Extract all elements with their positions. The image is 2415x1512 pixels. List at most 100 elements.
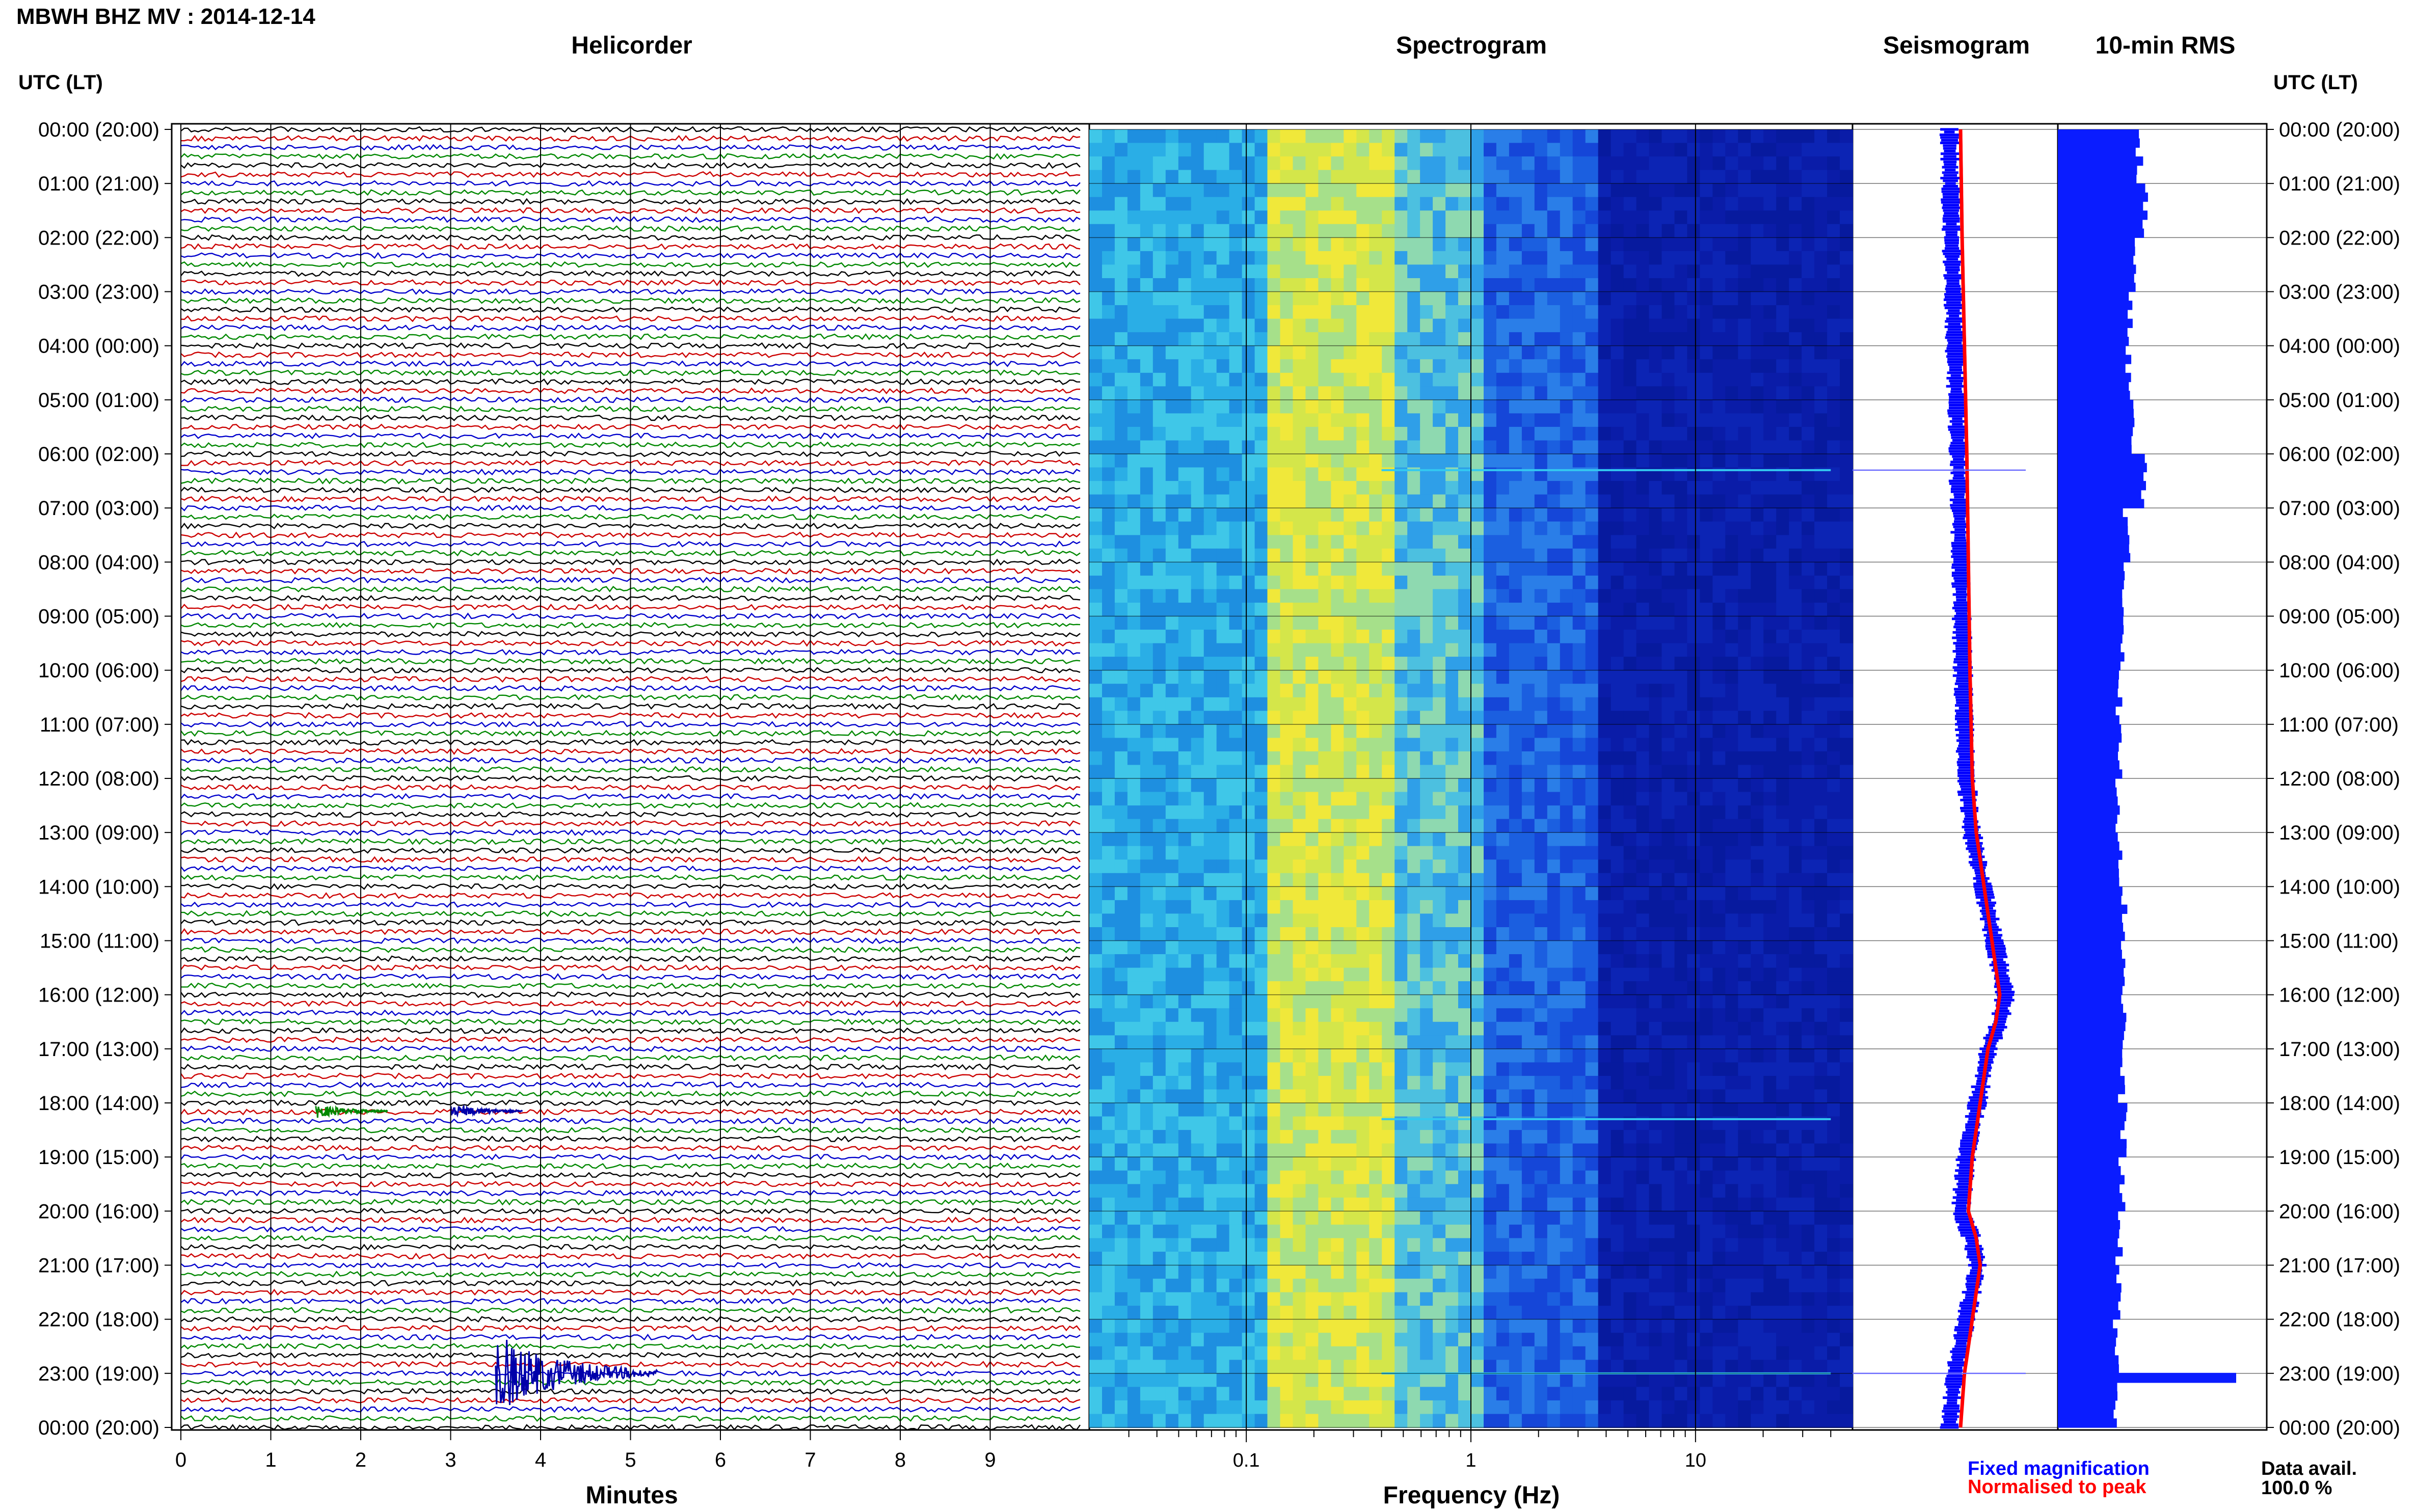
rms-bar [2058,508,2123,517]
rms-bar [2058,454,2145,463]
helicorder-event-2 [496,1340,658,1405]
data-avail-value: 100.0 % [2261,1477,2332,1499]
rms-bar [2058,1184,2119,1193]
spectrogram-tick-label: 0.1 [1233,1450,1260,1471]
rms-bar [2058,941,2121,950]
left-time-label: 10:00 (06:00) [38,660,159,682]
rms-bar [2058,761,2119,770]
right-time-label: 05:00 (01:00) [2279,389,2400,412]
rms-bar [2058,824,2115,833]
rms-bar [2058,147,2136,156]
right-time-label: 09:00 (05:00) [2279,606,2400,628]
rms-bar [2058,1067,2121,1076]
rms-bar [2058,1410,2114,1419]
helicorder-title: Helicorder [571,32,692,60]
rms-bar [2058,1013,2126,1022]
right-time-label: 13:00 (09:00) [2279,822,2400,844]
rms-bar [2058,1400,2115,1410]
left-time-label: 11:00 (07:00) [40,714,159,736]
rms-bar [2058,778,2115,788]
rms-bar [2058,544,2129,553]
right-time-label: 01:00 (21:00) [2279,173,2400,195]
rms-bar [2058,1418,2117,1427]
rms-bar [2058,156,2143,166]
rms-bar [2058,183,2145,193]
rms-bar [2058,1049,2122,1058]
rms-bar [2058,1085,2125,1094]
rms-bar [2058,463,2147,472]
rms-bar [2058,1229,2119,1238]
helicorder-tick-label: 4 [535,1449,546,1471]
rms-bar [2058,129,2139,139]
right-time-label: 12:00 (08:00) [2279,768,2400,790]
rms-bar [2058,724,2121,734]
rms-bar [2058,490,2141,499]
rms-bar [2058,932,2125,941]
data-avail-label: Data avail. [2261,1458,2357,1480]
left-time-label: 09:00 (05:00) [38,606,159,628]
rms-bar [2058,643,2121,653]
rms-bar [2058,1328,2117,1337]
right-time-label: 04:00 (00:00) [2279,335,2400,358]
rms-bar [2058,950,2122,959]
rms-bar [2058,878,2119,887]
rms-bar [2058,1220,2120,1229]
left-time-label: 08:00 (04:00) [38,551,159,574]
helicorder-tick-label: 9 [984,1449,996,1471]
left-time-label: 06:00 (02:00) [38,443,159,466]
legend-normalised-to-peak: Normalised to peak [1968,1476,2146,1498]
rms-bar [2058,292,2129,301]
right-time-label: 08:00 (04:00) [2279,551,2400,574]
right-time-label: 06:00 (02:00) [2279,443,2400,466]
right-time-label: 03:00 (23:00) [2279,281,2400,304]
rms-bar [2058,968,2124,977]
left-time-label: 12:00 (08:00) [38,768,159,790]
rms-bar [2058,1238,2118,1247]
right-time-label: 02:00 (22:00) [2279,227,2400,249]
spectrogram-title: Spectrogram [1396,32,1547,60]
left-time-label: 17:00 (13:00) [38,1038,159,1061]
rms-bar [2058,697,2123,707]
rms-bar [2058,445,2132,454]
left-time-label: 05:00 (01:00) [38,389,159,412]
rms-bar [2058,688,2118,697]
rms-bar [2058,1256,2115,1265]
rms-bar [2058,1337,2116,1346]
rms-bar [2058,237,2135,247]
right-time-label: 10:00 (06:00) [2279,660,2400,682]
rms-bar [2058,616,2123,626]
rms-bar [2058,1040,2123,1049]
rms-bar [2058,913,2122,923]
right-time-label: 00:00 (20:00) [2279,1417,2400,1439]
rms-bar [2058,1247,2123,1256]
left-time-label: 07:00 (03:00) [38,497,159,520]
right-time-label: 07:00 (03:00) [2279,497,2400,520]
rms-bar [2058,1346,2115,1356]
rms-bar [2058,274,2134,283]
rms-bar [2058,427,2133,436]
rms-bar [2058,175,2136,184]
rms-bar [2058,391,2130,400]
rms-bar [2058,571,2125,580]
left-time-label: 03:00 (23:00) [38,281,159,304]
rms-bar [2058,851,2123,860]
rms-bar [2058,805,2120,815]
rms-bar [2058,409,2134,418]
rms-bar [2058,1355,2118,1364]
rms-bar [2058,1148,2127,1157]
right-time-label: 18:00 (14:00) [2279,1092,2400,1115]
rms-bar [2058,301,2132,310]
rms-bar [2058,499,2144,508]
rms-bar [2058,139,2140,148]
rms-bar [2058,310,2128,319]
rms-bar [2058,1139,2127,1148]
right-time-label: 16:00 (12:00) [2279,984,2400,1007]
rms-title: 10-min RMS [2096,32,2236,60]
left-time-label: 14:00 (10:00) [38,876,159,898]
rms-bar [2058,986,2123,995]
left-time-label: 19:00 (15:00) [38,1146,159,1169]
rms-bar [2058,400,2133,409]
rms-bar [2058,418,2134,427]
left-time-label: 22:00 (18:00) [38,1309,159,1331]
rms-bar [2058,598,2123,607]
